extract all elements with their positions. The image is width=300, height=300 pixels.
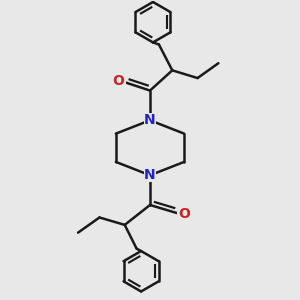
Text: N: N xyxy=(144,113,156,127)
Text: N: N xyxy=(144,168,156,182)
Text: O: O xyxy=(178,207,190,221)
Text: O: O xyxy=(112,74,124,88)
